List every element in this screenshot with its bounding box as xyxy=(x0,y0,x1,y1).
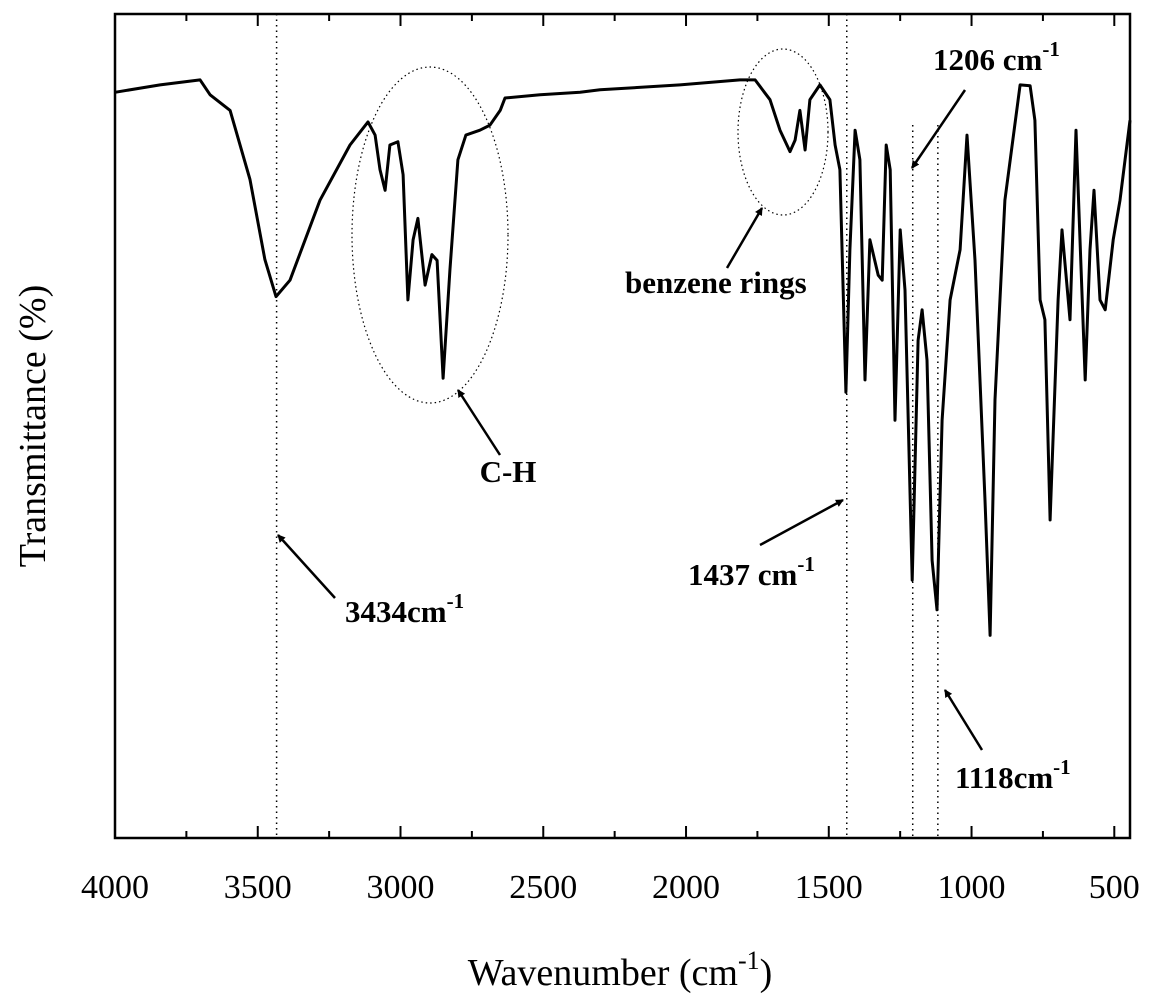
annotation-sup: -1 xyxy=(797,552,815,576)
x-tick-label: 1500 xyxy=(795,869,863,906)
benzene-ellipse xyxy=(737,48,829,216)
annotation-arrow xyxy=(759,498,844,547)
x-tick-label: 3500 xyxy=(224,869,292,906)
annotation-sup: -1 xyxy=(447,589,465,613)
annotation-text: 1437 cm xyxy=(688,557,798,592)
annotation-arrow xyxy=(277,534,336,599)
plot-frame xyxy=(113,12,1132,840)
annotation-text: 1206 cm xyxy=(933,42,1043,77)
x-tick-label: 500 xyxy=(1089,869,1140,906)
x-tick-label: 2500 xyxy=(509,869,577,906)
annotation-text: C-H xyxy=(480,454,537,489)
annotation: benzene rings xyxy=(625,265,807,300)
spectrum-line xyxy=(114,78,1132,637)
annotation: 1206 cm-1 xyxy=(933,37,1060,77)
x-label-sup: -1 xyxy=(738,946,760,975)
x-label-text: Wavenumber (cm xyxy=(468,952,738,994)
annotation: 1118cm-1 xyxy=(955,755,1071,795)
ch-ellipse xyxy=(351,66,509,404)
annotation-arrow xyxy=(943,689,984,751)
y-axis-label: Transmittance (%) xyxy=(12,285,54,567)
x-tick-label: 2000 xyxy=(652,869,720,906)
annotation-text: benzene rings xyxy=(625,265,807,300)
annotation-sup: -1 xyxy=(1042,37,1060,61)
annotation-text: 1118cm xyxy=(955,760,1053,795)
annotation-arrow xyxy=(910,89,967,169)
annotation: 1437 cm-1 xyxy=(688,552,815,592)
x-tick-label: 4000 xyxy=(81,869,149,906)
x-axis-label: Wavenumber (cm-1) xyxy=(468,946,773,994)
x-tick-label: 1000 xyxy=(938,869,1006,906)
annotation-arrow xyxy=(456,389,502,456)
x-tick-label: 3000 xyxy=(367,869,435,906)
annotation-text: 3434cm xyxy=(345,594,447,629)
annotation-arrow xyxy=(725,207,764,269)
annotation-sup: -1 xyxy=(1053,755,1071,779)
annotation: C-H xyxy=(480,454,537,489)
annotation: 3434cm-1 xyxy=(345,589,464,629)
x-label-after: ) xyxy=(760,952,773,994)
